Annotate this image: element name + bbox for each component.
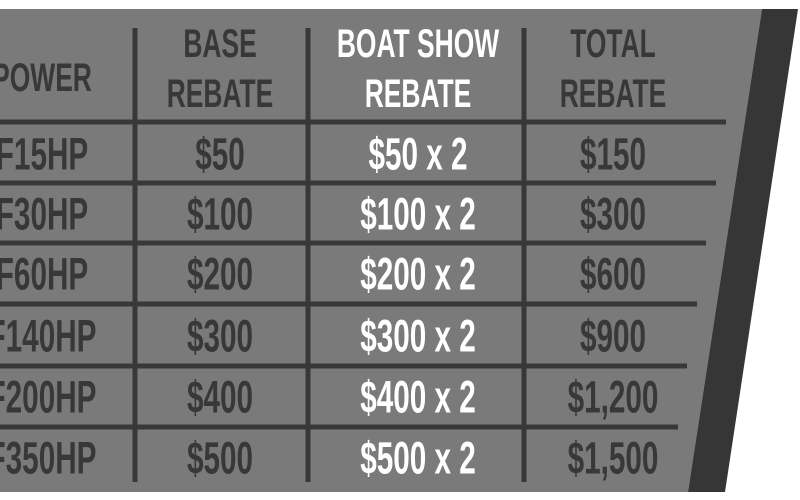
table-cell: $200 [186,248,254,300]
table-cell: $300 x 2 [360,310,476,362]
column-header: REBATE [364,72,472,116]
column-header: REBATE [166,72,274,116]
table-cell: F60HP [0,248,89,300]
column-header: BOAT SHOW [336,22,500,66]
table-cell: $900 [579,310,647,362]
table-cell: $300 [579,188,647,240]
table-cell: F30HP [0,188,89,240]
gray-panel [0,9,762,492]
table-cell: $400 x 2 [360,371,476,423]
table-cell: F350HP [0,432,97,484]
dark-stripe [688,9,798,492]
table-cell: $500 [186,432,254,484]
table-cell: $50 [195,128,245,180]
table-cell: F200HP [0,371,97,423]
table-cell: F15HP [0,128,89,180]
table-cell: $150 [579,128,647,180]
table-cell: $50 x 2 [368,128,468,180]
table-cell: F140HP [0,310,97,362]
table-cell: $400 [186,371,254,423]
table-cell: $300 [186,310,254,362]
column-header: REBATE [559,72,667,116]
table-cell: $500 x 2 [360,432,476,484]
table-cell: $1,500 [567,432,659,484]
table-cell: $200 x 2 [360,248,476,300]
table-cell: $100 x 2 [360,188,476,240]
table-cell: $1,200 [567,371,659,423]
table-cell: $100 [186,188,254,240]
column-header: BASE [183,22,257,66]
table-cell: $600 [579,248,647,300]
column-header: TOTAL [570,22,656,66]
column-header: POWER [0,56,92,100]
